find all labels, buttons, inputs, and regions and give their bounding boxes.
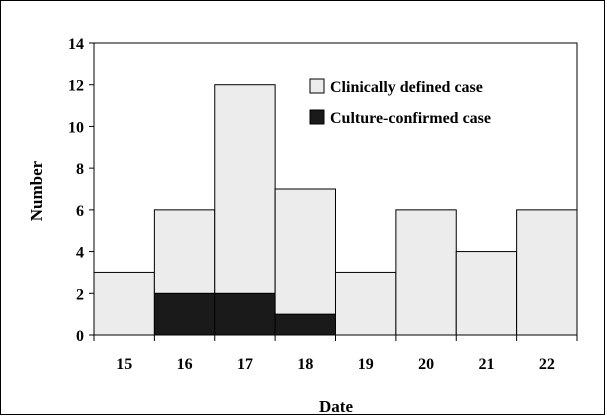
y-tick-label: 0: [76, 328, 84, 345]
x-tick-label: 16: [177, 356, 193, 373]
x-axis-label: Date: [319, 397, 353, 416]
bar-clinical-18: [274, 188, 336, 315]
bar-culture-18: [274, 313, 336, 336]
legend-label-culture: Culture-confirmed case: [330, 110, 491, 127]
y-tick-label: 12: [68, 78, 84, 95]
axes-group: [89, 42, 578, 341]
bar-culture-16: [153, 292, 216, 336]
x-tick-label: 21: [478, 356, 494, 373]
legend-swatch-culture: [309, 109, 325, 125]
y-tick-label: 4: [76, 245, 84, 262]
x-tick-label: 19: [358, 356, 374, 373]
y-tick-label: 14: [68, 36, 84, 53]
y-tick-label: 8: [76, 161, 84, 178]
x-tick-label: 20: [418, 356, 434, 373]
bar-culture-17: [214, 292, 276, 336]
x-tick-label: 15: [116, 356, 132, 373]
bar-clinical-15: [93, 271, 155, 336]
bar-clinical-21: [455, 251, 518, 336]
legend: Clinically defined case Culture-confirmed…: [309, 78, 491, 127]
bar-clinical-20: [395, 209, 457, 336]
y-axis-label: Number: [27, 160, 46, 221]
y-tick-label: 2: [76, 286, 84, 303]
bar-clinical-16: [153, 209, 216, 294]
x-tick-label: 18: [297, 356, 313, 373]
y-tick-label: 10: [68, 119, 84, 136]
bar-clinical-19: [335, 271, 397, 336]
x-tick-label: 17: [237, 356, 253, 373]
legend-label-clinical: Clinically defined case: [330, 79, 483, 96]
legend-swatch-clinical: [309, 78, 325, 94]
tick-labels-group: 0 2 4 6 8 10 12 14 15 16 17 18 19 20 21 22: [68, 36, 555, 373]
bars-group: [93, 84, 578, 336]
y-tick-label: 6: [76, 203, 84, 220]
x-tick-label: 22: [539, 356, 555, 373]
bar-clinical-22: [516, 209, 578, 336]
bar-clinical-17: [214, 84, 276, 294]
